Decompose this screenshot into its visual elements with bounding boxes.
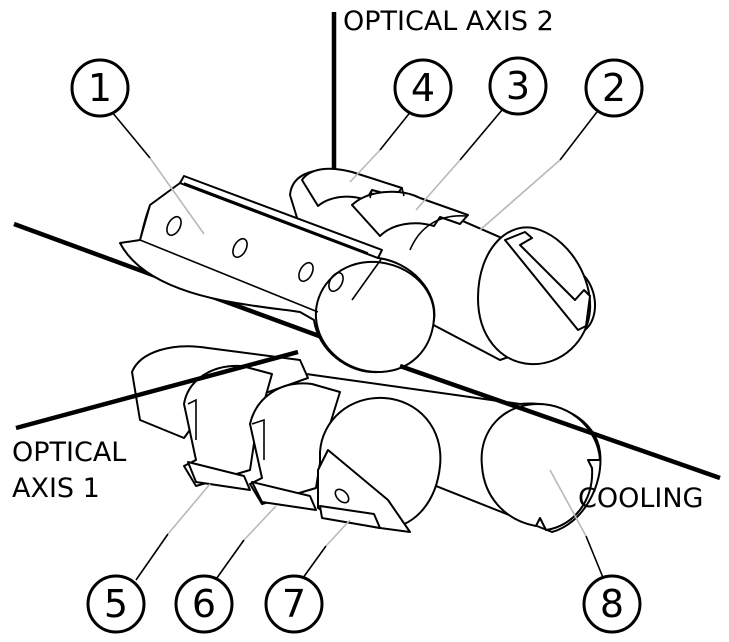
callout-number: 7 (282, 582, 306, 626)
electrode-1-group (119, 175, 436, 374)
electrode-6-tab (251, 481, 317, 511)
callout-number: 4 (411, 66, 435, 110)
electrode-2 (477, 226, 592, 366)
optical-axis-1-front-left (15, 349, 299, 431)
callout-6: 6 (174, 574, 234, 634)
callout-number: 1 (88, 66, 112, 110)
electrode-7-tab (319, 505, 381, 529)
electrode-8 (480, 403, 601, 531)
cooling-label: COOLING (578, 483, 703, 514)
electrode-1-end-cap (314, 260, 436, 373)
callout-1: 1 (70, 58, 130, 118)
electrode-1-hole (328, 271, 344, 293)
electrode-2-slot (504, 231, 591, 331)
optical-axis-1-label-line1: OPTICAL (12, 437, 126, 468)
optical-axis-1-label-line2: AXIS 1 (12, 473, 100, 504)
callout-number: 2 (602, 66, 626, 110)
optical-axis-2-label: OPTICAL AXIS 2 (343, 6, 554, 37)
upper-back-electrodes (289, 167, 597, 366)
optical-axis-1-front-right (399, 363, 721, 481)
callout-number: 6 (192, 582, 216, 626)
callout-7: 7 (264, 574, 324, 634)
electrode-3 (351, 190, 469, 237)
callout-number: 8 (600, 582, 624, 626)
electrode-1-hole (232, 237, 248, 259)
electrode-1-hole (166, 215, 182, 237)
callout-number: 5 (104, 582, 128, 626)
callout-2: 2 (584, 58, 644, 118)
electrode-5-tab (187, 461, 251, 491)
electrode-1-hole (298, 261, 314, 283)
electrode-1-flange (179, 175, 383, 259)
callout-5: 5 (86, 574, 146, 634)
callout-4: 4 (393, 58, 453, 118)
electrode-7-hole (334, 488, 350, 504)
callout-3: 3 (488, 56, 548, 116)
callout-8: 8 (582, 574, 642, 634)
callout-number: 3 (506, 64, 530, 108)
leader-lines (111, 107, 605, 583)
lower-segmented-electrodes (131, 345, 442, 533)
